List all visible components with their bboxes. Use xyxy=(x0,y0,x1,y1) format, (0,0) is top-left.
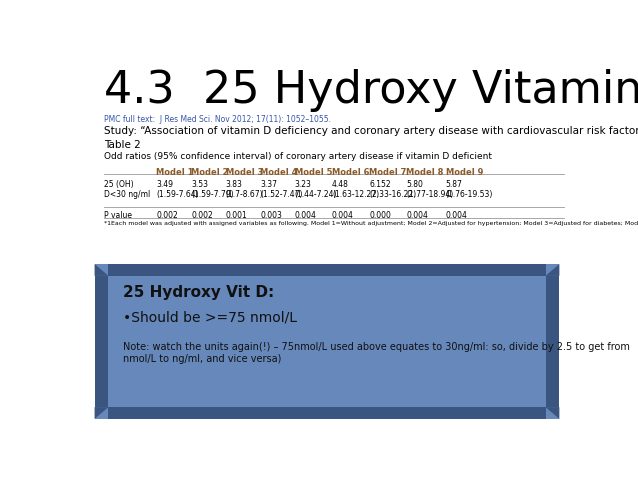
Text: Model 4: Model 4 xyxy=(260,168,298,177)
Text: Note: watch the units again(!) – 75nmol/L used above equates to 30ng/ml: so, div: Note: watch the units again(!) – 75nmol/… xyxy=(123,342,630,364)
Text: 4.3  25 Hydroxy Vitamin D: 4.3 25 Hydroxy Vitamin D xyxy=(105,68,638,112)
Text: PMC full text:  J Res Med Sci. Nov 2012; 17(11): 1052–1055.: PMC full text: J Res Med Sci. Nov 2012; … xyxy=(105,114,332,124)
Text: Model 5: Model 5 xyxy=(295,168,332,177)
Text: Model 1: Model 1 xyxy=(156,168,194,177)
Text: Model 7: Model 7 xyxy=(369,168,406,177)
Polygon shape xyxy=(545,264,560,276)
Polygon shape xyxy=(94,407,108,419)
Text: 6.152
(2.33-16.22): 6.152 (2.33-16.22) xyxy=(369,180,416,199)
Polygon shape xyxy=(94,264,108,276)
Text: 0.003: 0.003 xyxy=(260,211,282,219)
Text: 3.49
(1.59-7.64): 3.49 (1.59-7.64) xyxy=(156,180,199,199)
Text: Table 2: Table 2 xyxy=(105,140,141,150)
Text: 0.004: 0.004 xyxy=(295,211,316,219)
Text: Model 8: Model 8 xyxy=(406,168,443,177)
Bar xyxy=(94,276,108,407)
Text: 3.53
(1.59-7.79): 3.53 (1.59-7.79) xyxy=(191,180,234,199)
Text: 3.83
(1.7-8.67): 3.83 (1.7-8.67) xyxy=(226,180,263,199)
Text: 0.002: 0.002 xyxy=(156,211,178,219)
Text: 25 (OH)
D<30 ng/ml: 25 (OH) D<30 ng/ml xyxy=(105,180,151,199)
Text: Study: “Association of vitamin D deficiency and coronary artery disease with car: Study: “Association of vitamin D deficie… xyxy=(105,125,638,136)
Text: 0.004: 0.004 xyxy=(332,211,354,219)
Text: 0.001: 0.001 xyxy=(226,211,248,219)
Text: 25 Hydroxy Vit D:: 25 Hydroxy Vit D: xyxy=(123,285,274,300)
Text: Model 6: Model 6 xyxy=(332,168,369,177)
Text: *1Each model was adjusted with assigned variables as following. Model 1=Without : *1Each model was adjusted with assigned … xyxy=(105,220,638,226)
Text: Odd ratios (95% confidence interval) of coronary artery disease if vitamin D def: Odd ratios (95% confidence interval) of … xyxy=(105,151,493,160)
Text: 0.004: 0.004 xyxy=(406,211,428,219)
Text: 5.80
(1.77-18.94): 5.80 (1.77-18.94) xyxy=(406,180,454,199)
Text: 3.23
(1.44-7.24): 3.23 (1.44-7.24) xyxy=(295,180,338,199)
Bar xyxy=(108,407,545,419)
Text: Model 2: Model 2 xyxy=(191,168,228,177)
Bar xyxy=(108,264,545,276)
Bar xyxy=(545,276,560,407)
Text: 3.37
(1.52-7.47): 3.37 (1.52-7.47) xyxy=(260,180,302,199)
Text: 0.004: 0.004 xyxy=(445,211,468,219)
Polygon shape xyxy=(545,407,560,419)
Text: Model 9: Model 9 xyxy=(445,168,483,177)
Bar xyxy=(108,276,545,407)
Text: Model 3: Model 3 xyxy=(226,168,263,177)
Text: 0.002: 0.002 xyxy=(191,211,212,219)
Text: 5.87
(1.76-19.53): 5.87 (1.76-19.53) xyxy=(445,180,493,199)
Bar xyxy=(94,264,560,419)
Text: P value: P value xyxy=(105,211,133,219)
Text: •Should be >=75 nmol/L: •Should be >=75 nmol/L xyxy=(123,311,297,325)
Text: 4.48
(1.63-12.27): 4.48 (1.63-12.27) xyxy=(332,180,379,199)
Text: 0.000: 0.000 xyxy=(369,211,391,219)
